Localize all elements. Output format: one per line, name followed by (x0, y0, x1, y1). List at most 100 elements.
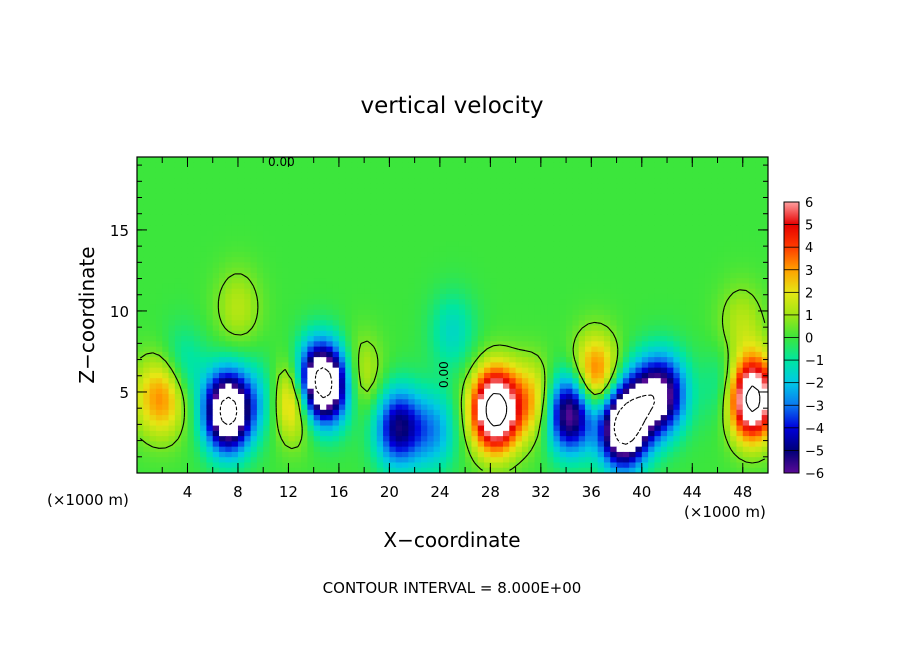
heatmap-cell (332, 293, 340, 300)
heatmap-cell (294, 378, 302, 385)
heatmap-cell (137, 257, 144, 263)
heatmap-cell (667, 399, 674, 406)
heatmap-cell (193, 267, 201, 274)
heatmap-cell (730, 309, 738, 316)
heatmap-cell (490, 404, 498, 411)
heatmap-cell (704, 236, 712, 242)
heatmap-cell (212, 362, 220, 369)
heatmap-cell (534, 214, 542, 221)
heatmap-cell (591, 357, 599, 363)
heatmap-cell (326, 399, 334, 406)
heatmap-cell (402, 320, 409, 327)
heatmap-cell (250, 288, 258, 295)
heatmap-cell (282, 193, 290, 200)
heatmap-cell (332, 246, 340, 253)
heatmap-cell (660, 404, 668, 411)
heatmap-cell (515, 409, 523, 416)
heatmap-cell (219, 188, 226, 195)
heatmap-cell (477, 409, 485, 416)
heatmap-cell (679, 230, 687, 237)
heatmap-cell (622, 415, 630, 421)
heatmap-cell (149, 351, 157, 358)
heatmap-cell (155, 157, 163, 163)
heatmap-cell (225, 225, 233, 232)
heatmap-cell (534, 167, 542, 174)
heatmap-cell (685, 283, 693, 290)
heatmap-cell (692, 409, 700, 416)
heatmap-cell (250, 330, 258, 337)
heatmap-cell (566, 293, 573, 300)
heatmap-cell (711, 204, 719, 211)
heatmap-cell (465, 278, 473, 284)
heatmap-cell (162, 251, 170, 258)
heatmap-cell (395, 230, 403, 237)
heatmap-cell (237, 293, 245, 300)
heatmap-cell (597, 283, 605, 290)
heatmap-cell (585, 388, 592, 395)
heatmap-cell (673, 278, 681, 284)
heatmap-cell (206, 330, 214, 337)
heatmap-cell (439, 257, 447, 263)
heatmap-cell (256, 204, 264, 211)
heatmap-cell (471, 278, 479, 284)
heatmap-cell (515, 167, 523, 174)
heatmap-cell (679, 372, 687, 379)
heatmap-cell (603, 230, 611, 237)
heatmap-cell (679, 415, 687, 421)
heatmap-cell (484, 357, 491, 363)
heatmap-cell (515, 199, 523, 205)
heatmap-cell (193, 351, 201, 358)
heatmap-cell (137, 357, 144, 363)
heatmap-cell (370, 188, 378, 195)
heatmap-cell (162, 183, 170, 190)
heatmap-cell (395, 404, 403, 411)
heatmap-cell (301, 162, 308, 169)
heatmap-cell (452, 162, 460, 169)
heatmap-cell (244, 262, 252, 269)
heatmap-cell (553, 209, 561, 216)
heatmap-cell (698, 162, 706, 169)
heatmap-cell (162, 320, 170, 327)
heatmap-cell (490, 415, 498, 421)
heatmap-cell (490, 362, 498, 369)
heatmap-cell (635, 357, 643, 363)
heatmap-cell (345, 283, 353, 290)
heatmap-cell (622, 362, 630, 369)
heatmap-cell (414, 362, 422, 369)
heatmap-cell (294, 320, 302, 327)
heatmap-cell (723, 172, 731, 179)
heatmap-cell (231, 178, 239, 184)
heatmap-cell (446, 262, 454, 269)
heatmap-cell (187, 209, 195, 216)
heatmap-cell (723, 320, 731, 327)
heatmap-cell (155, 309, 163, 316)
heatmap-cell (187, 362, 195, 369)
heatmap-cell (660, 299, 668, 306)
heatmap-cell (332, 304, 340, 311)
heatmap-cell (263, 293, 271, 300)
heatmap-cell (301, 325, 308, 332)
heatmap-cell (711, 378, 719, 385)
heatmap-cell (465, 341, 473, 348)
heatmap-cell (439, 188, 447, 195)
heatmap-cell (301, 267, 308, 274)
heatmap-cell (326, 299, 334, 306)
heatmap-cell (433, 341, 441, 348)
heatmap-cell (667, 299, 674, 306)
heatmap-cell (515, 236, 523, 242)
heatmap-cell (370, 257, 378, 263)
heatmap-cell (200, 178, 208, 184)
heatmap-cell (711, 230, 719, 237)
heatmap-cell (162, 383, 170, 390)
heatmap-cell (648, 346, 656, 353)
heatmap-cell (616, 304, 624, 311)
heatmap-cell (742, 357, 750, 363)
heatmap-cell (502, 199, 510, 205)
heatmap-cell (641, 362, 649, 369)
heatmap-cell (364, 251, 372, 258)
heatmap-cell (603, 299, 611, 306)
heatmap-cell (395, 272, 403, 279)
heatmap-cell (717, 341, 725, 348)
heatmap-cell (364, 257, 372, 263)
heatmap-cell (263, 304, 271, 311)
